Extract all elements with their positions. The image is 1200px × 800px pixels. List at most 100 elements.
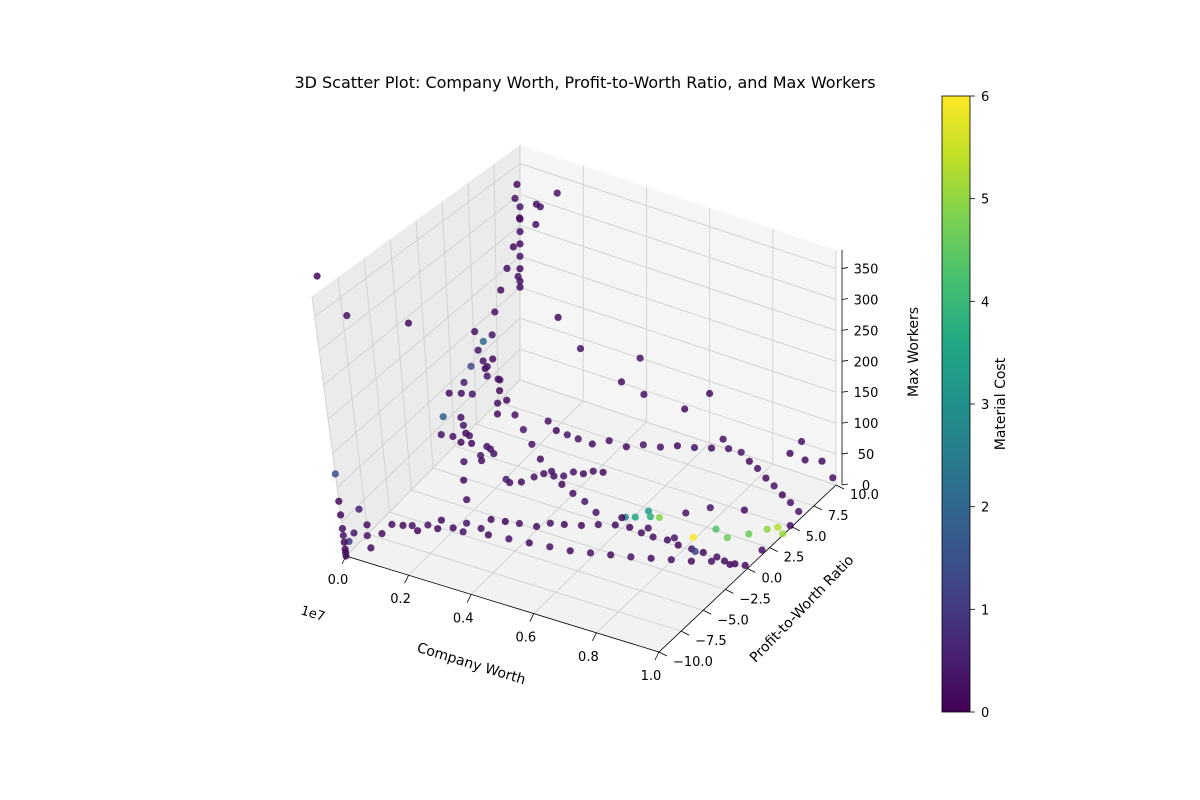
- data-point: [404, 319, 413, 327]
- data-point: [586, 549, 595, 557]
- data-point: [667, 556, 675, 564]
- data-point: [479, 357, 487, 365]
- data-point: [483, 442, 491, 451]
- data-point: [463, 519, 471, 527]
- data-point: [569, 468, 578, 476]
- y-tick-label: 2.5: [784, 551, 805, 566]
- y-tick-mark: [769, 547, 778, 552]
- data-point: [786, 499, 795, 507]
- data-point: [459, 528, 467, 536]
- data-point: [489, 355, 497, 363]
- data-point: [313, 272, 321, 280]
- x-tick-label: 1.0: [641, 669, 662, 684]
- colorbar: 0 1 2 3 4 5 6 Material Cost: [941, 90, 1009, 721]
- y-tick-label: 0.0: [762, 572, 783, 587]
- y-tick-mark: [725, 589, 734, 594]
- data-point: [640, 390, 648, 398]
- data-point: [467, 362, 475, 370]
- data-point: [493, 410, 502, 418]
- data-point: [592, 508, 600, 516]
- data-point: [548, 467, 556, 475]
- data-point: [457, 389, 465, 397]
- data-point: [530, 473, 538, 481]
- z-axis-label: Max Workers: [906, 307, 922, 397]
- data-point: [533, 522, 541, 531]
- data-point: [778, 491, 786, 499]
- data-point: [725, 445, 733, 453]
- data-point: [663, 536, 672, 544]
- data-point: [611, 521, 619, 529]
- data-point: [758, 546, 766, 554]
- data-point: [474, 346, 482, 354]
- data-point: [488, 331, 496, 339]
- data-point: [618, 514, 626, 522]
- data-point: [516, 265, 524, 273]
- data-point: [682, 509, 690, 517]
- data-point: [681, 405, 689, 413]
- y-tick-label: 7.5: [828, 509, 849, 524]
- data-point: [350, 529, 358, 537]
- data-point: [723, 534, 731, 542]
- data-point: [560, 520, 568, 529]
- data-point: [795, 507, 803, 516]
- data-point: [335, 497, 343, 505]
- data-point: [740, 506, 749, 514]
- data-point: [589, 467, 597, 475]
- left-pane: [312, 145, 520, 556]
- y-tick-mark: [703, 609, 712, 615]
- z-tick-mark: [841, 483, 849, 486]
- data-point: [516, 228, 524, 236]
- data-point: [503, 264, 511, 272]
- colorbar-gradient: [941, 95, 971, 713]
- z-tick-mark: [841, 298, 849, 300]
- z-gridline: [318, 193, 837, 352]
- y-tick-mark: [835, 484, 845, 490]
- data-point: [594, 521, 602, 529]
- y-tick-mark: [813, 505, 823, 511]
- data-point: [532, 200, 541, 208]
- data-point: [762, 474, 770, 482]
- data-point: [477, 524, 485, 533]
- back-pane: [520, 145, 836, 485]
- x-tick-mark: [654, 651, 660, 661]
- data-point: [622, 443, 631, 451]
- x-tick-mark: [466, 594, 472, 603]
- data-point: [745, 457, 754, 465]
- data-point: [687, 557, 696, 565]
- data-point: [459, 421, 467, 429]
- data-point: [506, 479, 514, 487]
- z-tick-label: 100: [854, 417, 879, 432]
- data-point: [741, 561, 749, 570]
- data-point: [699, 548, 707, 557]
- data-point: [468, 390, 476, 398]
- z-tick-mark: [841, 452, 849, 455]
- z-tick-label: 50: [858, 448, 875, 463]
- data-point: [338, 525, 346, 533]
- z-tick-label: 250: [854, 324, 879, 339]
- z-tick-mark: [841, 267, 849, 269]
- data-point: [818, 457, 826, 465]
- y-tick-mark: [658, 651, 668, 657]
- data-point: [574, 435, 582, 443]
- y-tick-mark: [791, 526, 800, 532]
- data-point: [707, 444, 716, 452]
- data-point: [605, 437, 613, 445]
- data-point: [515, 519, 524, 528]
- data-point: [656, 443, 665, 451]
- data-point: [494, 399, 502, 407]
- data-point: [639, 441, 647, 449]
- colorbar-tick-label: 5: [981, 193, 989, 208]
- x-tick-mark: [404, 575, 409, 584]
- data-point: [655, 513, 664, 522]
- x-tick-label: 0.6: [515, 631, 536, 646]
- data-point: [408, 522, 416, 530]
- data-point: [445, 389, 453, 397]
- data-point: [483, 363, 491, 371]
- data-point: [552, 427, 560, 435]
- y-tick-mark: [747, 568, 756, 573]
- data-point: [388, 520, 396, 529]
- x-tick-mark: [529, 613, 535, 622]
- data-point: [516, 203, 524, 211]
- data-point: [414, 527, 422, 535]
- data-point: [719, 435, 727, 443]
